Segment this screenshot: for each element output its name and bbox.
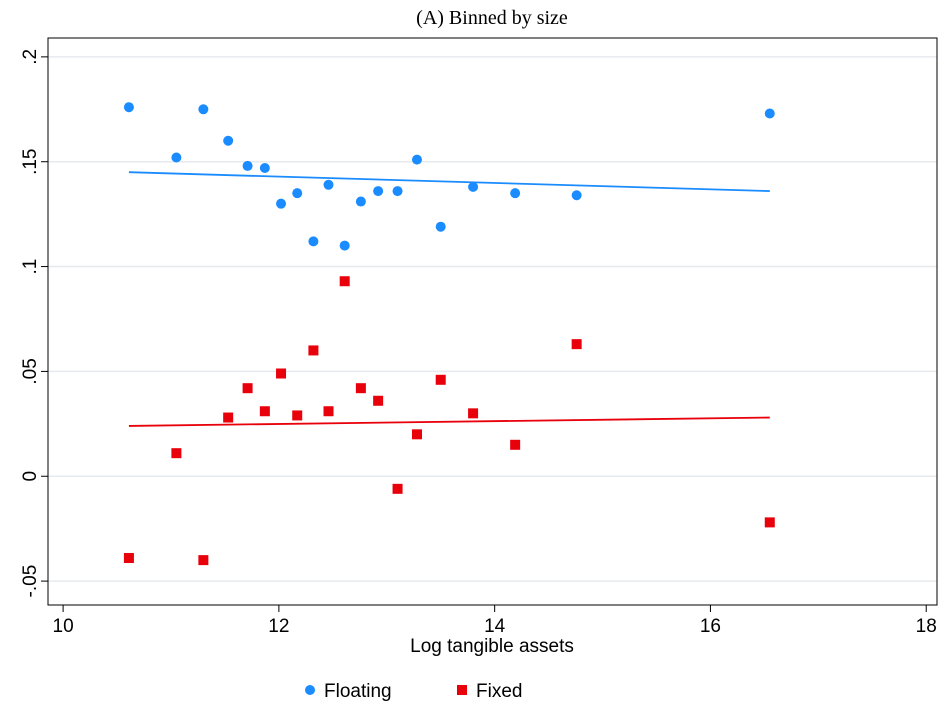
y-tick-label: .2 xyxy=(20,49,41,65)
point xyxy=(510,188,521,199)
y-tick-label: .1 xyxy=(20,259,41,275)
point xyxy=(355,196,366,207)
point xyxy=(339,276,350,287)
point xyxy=(764,108,775,119)
point xyxy=(223,412,234,423)
point xyxy=(764,517,775,528)
point xyxy=(392,483,403,494)
point xyxy=(323,179,334,190)
point xyxy=(411,154,422,165)
point xyxy=(292,188,303,199)
point xyxy=(468,181,479,192)
point xyxy=(411,429,422,440)
legend-marker xyxy=(305,685,315,695)
point xyxy=(435,374,446,385)
y-tick-label: -.05 xyxy=(20,565,41,598)
point xyxy=(171,152,182,163)
y-tick-label: .05 xyxy=(20,358,41,384)
point xyxy=(510,439,521,450)
x-tick-label: 16 xyxy=(700,616,721,637)
fit-line xyxy=(128,171,770,192)
point xyxy=(571,339,582,350)
point xyxy=(292,410,303,421)
point xyxy=(323,406,334,417)
legend-marker xyxy=(457,685,467,695)
plot-frame xyxy=(47,37,938,606)
x-tick-label: 14 xyxy=(484,616,506,637)
x-tick-label: 18 xyxy=(916,616,937,637)
point xyxy=(339,240,350,251)
point xyxy=(242,383,253,394)
point xyxy=(123,553,134,564)
point xyxy=(198,104,209,115)
x-tick-label: 10 xyxy=(53,616,74,637)
point xyxy=(171,448,182,459)
point xyxy=(259,163,270,174)
point xyxy=(373,395,384,406)
point xyxy=(571,190,582,201)
legend-label: Floating xyxy=(324,681,392,702)
x-tick-label: 12 xyxy=(268,616,289,637)
point xyxy=(259,406,270,417)
x-axis-label: Log tangible assets xyxy=(410,636,574,657)
point xyxy=(435,221,446,232)
y-tick-label: .15 xyxy=(20,149,41,175)
point xyxy=(355,383,366,394)
point xyxy=(223,135,234,146)
point xyxy=(242,160,253,171)
legend-label: Fixed xyxy=(476,681,522,702)
point xyxy=(276,198,287,209)
chart-title: (A) Binned by size xyxy=(416,7,568,29)
point xyxy=(198,555,209,566)
point xyxy=(468,408,479,419)
point xyxy=(308,345,319,356)
fit-line xyxy=(128,416,770,427)
point xyxy=(123,102,134,113)
point xyxy=(373,186,384,197)
point xyxy=(392,186,403,197)
y-tick-label: 0 xyxy=(20,471,41,482)
point xyxy=(276,368,287,379)
point xyxy=(308,236,319,247)
